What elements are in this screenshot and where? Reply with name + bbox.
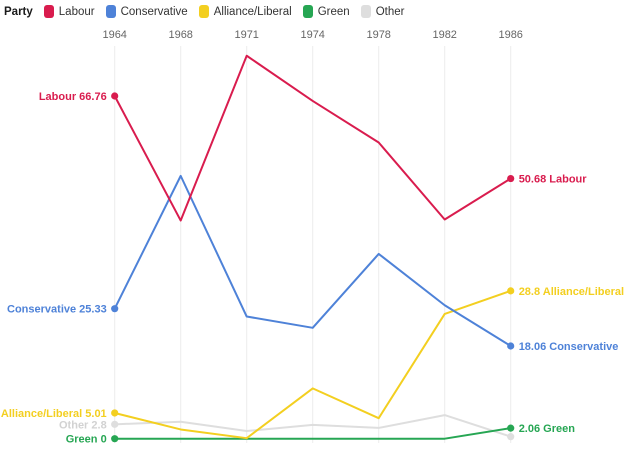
legend-swatch-labour: [43, 5, 54, 18]
legend-swatch-conservative: [105, 5, 116, 18]
legend-label: Other: [375, 5, 405, 18]
legend-title: Party: [4, 5, 33, 18]
legend-label: Conservative: [120, 5, 188, 18]
legend-swatch-green: [302, 5, 313, 18]
point-end-other: [507, 433, 515, 441]
series-start-label-labour: Labour 66.76: [39, 91, 107, 103]
legend-swatch-alliance-liberal: [198, 5, 209, 18]
line-other: [113, 414, 512, 438]
legend-label: Green: [317, 5, 350, 18]
legend: Party Labour Conservative Alliance/Liberal…: [4, 5, 404, 18]
series-end-label-alliance-liberal: 28.8 Alliance/Liberal: [519, 286, 624, 298]
point-start-green: [111, 435, 119, 443]
series-end-label-conservative: 18.06 Conservative: [519, 341, 619, 353]
line-alliance-liberal: [113, 289, 512, 440]
legend-swatch-other: [360, 5, 371, 18]
x-tick-label-1968: 1968: [168, 29, 192, 41]
series-start-label-conservative: Conservative 25.33: [7, 304, 107, 316]
x-tick-label-1982: 1982: [432, 29, 456, 41]
line-labour: [113, 54, 512, 222]
series-end-label-green: 2.06 Green: [519, 423, 576, 435]
legend-item-green[interactable]: Green: [302, 5, 350, 18]
x-tick-label-1974: 1974: [300, 29, 324, 41]
series-start-label-green: Green 0: [66, 434, 107, 446]
point-start-labour: [111, 92, 119, 100]
point-end-conservative: [507, 342, 515, 350]
legend-item-labour[interactable]: Labour: [43, 5, 95, 18]
x-tick-label-1986: 1986: [498, 29, 522, 41]
x-tick-label-1964: 1964: [102, 29, 126, 41]
line-green: [113, 427, 512, 440]
point-start-conservative: [111, 305, 119, 313]
legend-item-alliance-liberal[interactable]: Alliance/Liberal: [198, 5, 292, 18]
point-end-green: [507, 424, 515, 432]
x-tick-label-1971: 1971: [234, 29, 258, 41]
line-conservative: [113, 174, 512, 347]
legend-item-other[interactable]: Other: [360, 5, 405, 18]
series-start-label-other: Other 2.8: [59, 419, 107, 431]
series-end-label-labour: 50.68 Labour: [519, 174, 588, 186]
legend-label: Alliance/Liberal: [213, 5, 292, 18]
legend-item-conservative[interactable]: Conservative: [105, 5, 188, 18]
x-tick-label-1978: 1978: [366, 29, 390, 41]
point-end-labour: [507, 174, 515, 183]
series-start-label-alliance-liberal: Alliance/Liberal 5.01: [1, 408, 107, 420]
point-start-alliance-liberal: [111, 409, 119, 417]
legend-label: Labour: [58, 5, 95, 18]
point-end-alliance-liberal: [507, 287, 515, 295]
point-start-other: [111, 420, 119, 428]
